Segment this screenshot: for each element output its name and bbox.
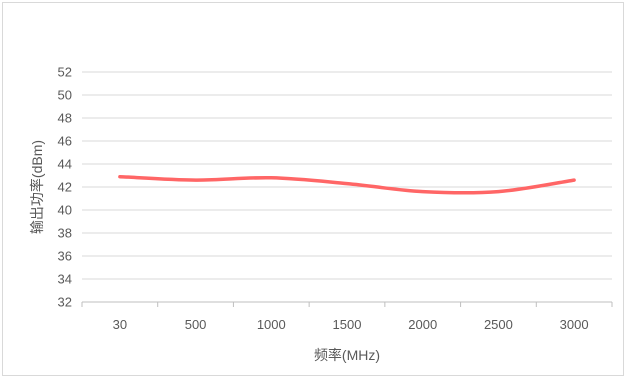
y-tick-label: 44 bbox=[58, 157, 72, 172]
y-tick-label: 36 bbox=[58, 249, 72, 264]
y-tick-label: 38 bbox=[58, 226, 72, 241]
y-tick-label: 32 bbox=[58, 295, 72, 310]
x-axis-title: 频率(MHz) bbox=[314, 347, 380, 363]
x-tick-label: 1500 bbox=[333, 317, 362, 332]
y-tick-label: 40 bbox=[58, 203, 72, 218]
series-line bbox=[118, 174, 576, 195]
y-tick-label: 48 bbox=[58, 111, 72, 126]
y-tick-label: 50 bbox=[58, 88, 72, 103]
x-axis bbox=[81, 301, 613, 307]
x-tick-label: 2500 bbox=[484, 317, 513, 332]
x-tick-label: 2000 bbox=[408, 317, 437, 332]
y-tick-label: 46 bbox=[58, 134, 72, 149]
gridlines bbox=[82, 71, 612, 280]
x-tick-label: 3000 bbox=[560, 317, 589, 332]
y-tick-labels: 32 34 36 38 40 42 44 46 48 50 52 bbox=[58, 65, 72, 310]
y-tick-label: 52 bbox=[58, 65, 72, 80]
y-axis-title: 输出功率(dBm) bbox=[29, 140, 45, 234]
x-tick-label: 30 bbox=[113, 317, 127, 332]
x-tick-label: 500 bbox=[185, 317, 207, 332]
x-tick-label: 1000 bbox=[257, 317, 286, 332]
series-layer bbox=[118, 174, 576, 195]
x-tick-labels: 30 500 1000 1500 2000 2500 3000 bbox=[113, 317, 589, 332]
y-tick-label: 42 bbox=[58, 180, 72, 195]
y-tick-label: 34 bbox=[58, 272, 72, 287]
